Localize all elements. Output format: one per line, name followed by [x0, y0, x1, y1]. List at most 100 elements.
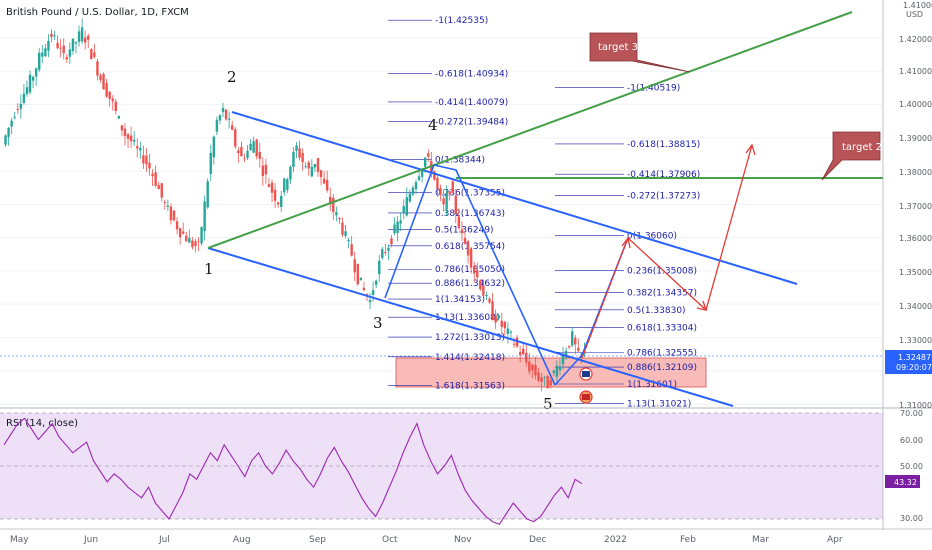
- candle-body: [427, 153, 430, 157]
- candle-body: [280, 195, 283, 207]
- fib-level-label: 0.786(1.32555): [627, 348, 697, 358]
- fib-level-label: 1.618(1.31563): [435, 381, 505, 391]
- target-2-callout[interactable]: target 2: [821, 131, 882, 181]
- uptrend-line[interactable]: [207, 11, 853, 249]
- candle-body: [203, 201, 206, 231]
- candle-body: [237, 150, 240, 154]
- candles: [4, 18, 586, 392]
- bar-countdown: 09:20:07: [896, 363, 932, 372]
- candle-body: [402, 206, 405, 214]
- candle-body: [347, 239, 350, 242]
- candle-body: [378, 260, 381, 275]
- time-tick: Feb: [680, 535, 696, 545]
- candle-body: [154, 172, 157, 186]
- price-axis[interactable]: 1.41000 USD 1.42000 1.41000 1.40000 1.39…: [885, 1, 932, 410]
- price-tick: 1.31000: [899, 401, 932, 410]
- arrow-head-3: [745, 143, 756, 156]
- target-3-callout[interactable]: target 3: [589, 32, 691, 73]
- time-axis[interactable]: May Jun Jul Aug Sep Oct Nov Dec 2022 Feb…: [10, 535, 843, 545]
- candle-body: [335, 212, 338, 216]
- candle-body: [488, 298, 491, 303]
- projection-red-path[interactable]: [581, 144, 753, 359]
- rsi-tick: 60.00: [900, 436, 923, 445]
- price-tick: 1.36000: [899, 234, 932, 243]
- candle-body: [332, 197, 335, 213]
- candle-body: [194, 241, 197, 247]
- candle-body: [577, 347, 580, 352]
- candle-body: [246, 150, 249, 158]
- time-tick: Jun: [83, 535, 98, 545]
- candle-body: [13, 116, 16, 118]
- candle-body: [139, 147, 142, 151]
- candle-body: [4, 135, 7, 145]
- time-tick: Oct: [382, 535, 398, 545]
- rsi-line: [3, 417, 583, 525]
- candle-body: [157, 185, 160, 190]
- time-tick: Apr: [827, 535, 843, 545]
- candle-body: [221, 107, 225, 112]
- candle-body: [227, 118, 231, 120]
- last-price-badge: [885, 350, 932, 374]
- uk-flag-event-icon[interactable]: [579, 390, 593, 404]
- candle-body: [234, 129, 237, 147]
- channel-upper-line[interactable]: [231, 111, 798, 285]
- fib-lines-right: -1(1.40519) -0.618(1.38815) -0.414(1.37906…: [555, 83, 700, 409]
- candle-body: [479, 280, 482, 290]
- candle-body: [96, 61, 99, 76]
- candle-body: [142, 155, 145, 164]
- candle-body: [549, 380, 552, 386]
- candle-body: [506, 328, 510, 334]
- candle-body: [218, 115, 222, 121]
- candle-body: [172, 210, 176, 221]
- candle-body: [240, 146, 243, 157]
- candle-body: [132, 139, 136, 142]
- candle-body: [476, 270, 479, 278]
- candle-body: [22, 93, 26, 103]
- candle-body: [123, 128, 127, 137]
- fib-level-label: 0.236(1.37355): [435, 189, 505, 199]
- fib-level-label: 1(1.31601): [627, 380, 677, 390]
- target-3-label: target 3: [598, 42, 638, 53]
- candle-body: [292, 151, 295, 167]
- candle-body: [472, 265, 476, 274]
- fib-level-label: 0(1.38344): [435, 156, 485, 166]
- candle-body: [552, 370, 556, 374]
- candle-body: [374, 280, 378, 285]
- wave-3-4-5-path[interactable]: [384, 164, 556, 386]
- fib-level-label: 1.272(1.33013): [435, 333, 505, 343]
- candle-body: [19, 103, 23, 109]
- rsi-axis[interactable]: 70.00 60.00 50.00 30.00 43.32: [885, 409, 923, 523]
- rsi-tick: 30.00: [900, 514, 923, 523]
- candle-body: [408, 193, 412, 202]
- candle-body: [494, 315, 497, 323]
- candle-body: [512, 343, 516, 345]
- candle-body: [466, 241, 470, 256]
- candle-body: [50, 33, 53, 38]
- channel-lower-line[interactable]: [207, 247, 734, 407]
- fib-level-label: 0.236(1.35008): [627, 267, 697, 277]
- candle-body: [436, 177, 439, 189]
- candle-body: [258, 152, 261, 159]
- us-flag-event-icon[interactable]: [579, 367, 593, 381]
- candle-body: [160, 183, 163, 198]
- candle-body: [151, 173, 154, 177]
- candle-body: [44, 48, 47, 57]
- candle-body: [243, 158, 246, 160]
- candle-body: [10, 120, 13, 127]
- time-tick: Nov: [454, 535, 472, 545]
- candle-body: [267, 184, 271, 187]
- candle-body: [457, 216, 461, 229]
- time-tick: May: [10, 535, 29, 545]
- candle-body: [518, 352, 522, 356]
- price-axis-top-label: 1.41000: [903, 1, 932, 10]
- candle-body: [304, 166, 307, 168]
- fib-level-label: 0.886(1.32109): [627, 363, 697, 373]
- candle-body: [255, 139, 258, 157]
- candle-body: [564, 350, 568, 358]
- candle-body: [224, 109, 228, 120]
- arrow-head-2: [696, 300, 707, 311]
- candle-body: [16, 108, 19, 110]
- candle-body: [362, 287, 366, 290]
- price-tick: 1.40000: [899, 100, 932, 109]
